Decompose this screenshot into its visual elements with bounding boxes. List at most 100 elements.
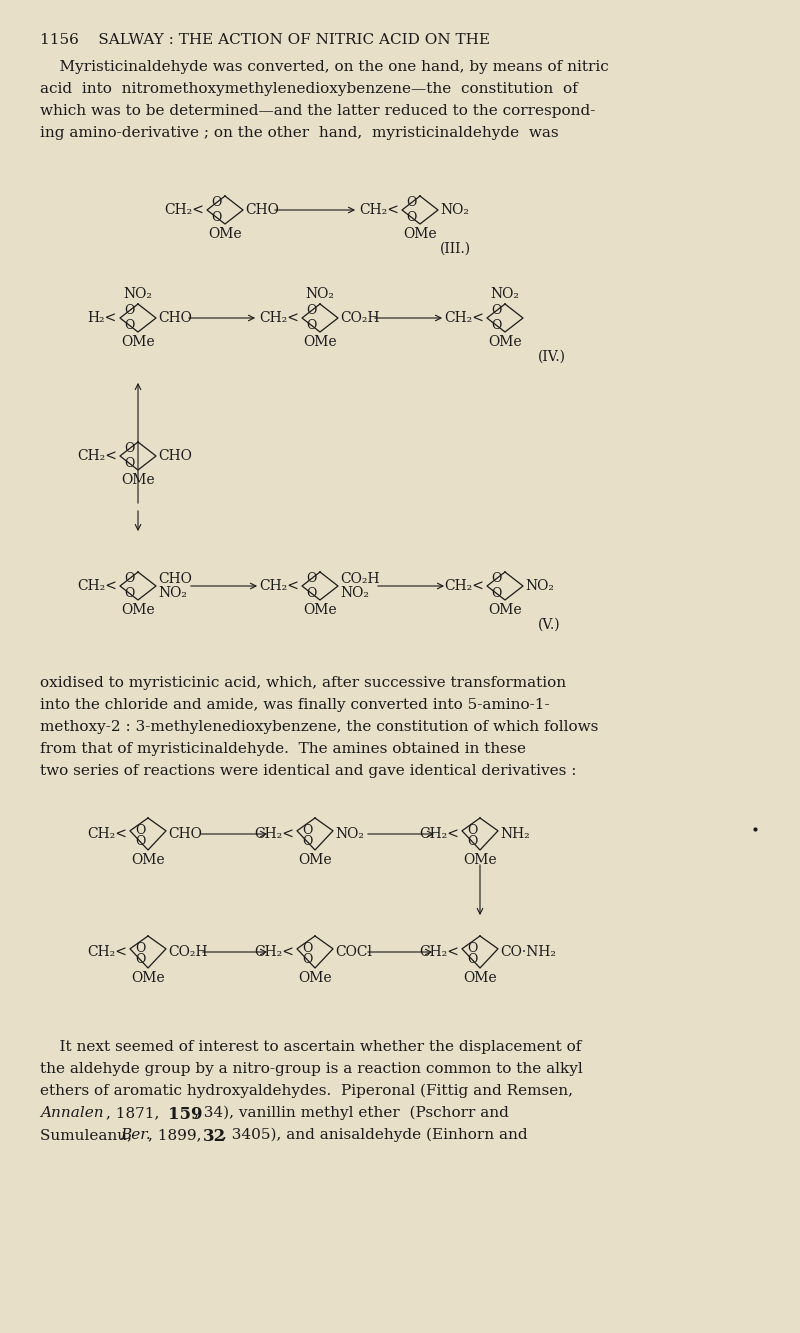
Text: O: O xyxy=(467,953,477,965)
Text: Myristicinaldehyde was converted, on the one hand, by means of nitric: Myristicinaldehyde was converted, on the… xyxy=(40,60,609,75)
Text: CH₂<: CH₂< xyxy=(254,945,294,958)
Text: NO₂: NO₂ xyxy=(158,587,187,600)
Text: , 3405), and anisaldehyde (Einhorn and: , 3405), and anisaldehyde (Einhorn and xyxy=(222,1128,528,1142)
Text: (V.): (V.) xyxy=(538,619,561,632)
Text: the aldehyde group by a nitro-group is a reaction common to the alkyl: the aldehyde group by a nitro-group is a… xyxy=(40,1062,582,1076)
Text: O: O xyxy=(135,953,145,965)
Text: CH₂<: CH₂< xyxy=(87,826,127,841)
Text: Sumuleanu,: Sumuleanu, xyxy=(40,1128,137,1142)
Text: O: O xyxy=(491,587,501,600)
Text: (IV.): (IV.) xyxy=(538,351,566,364)
Text: which was to be determined—and the latter reduced to the correspond-: which was to be determined—and the latte… xyxy=(40,104,595,119)
Text: CHO: CHO xyxy=(158,572,192,587)
Text: CH₂<: CH₂< xyxy=(254,826,294,841)
Text: H₂<: H₂< xyxy=(88,311,117,325)
Text: 32: 32 xyxy=(203,1128,226,1145)
Text: O: O xyxy=(124,572,134,585)
Text: CH₂<: CH₂< xyxy=(259,579,299,593)
Text: from that of myristicinaldehyde.  The amines obtained in these: from that of myristicinaldehyde. The ami… xyxy=(40,742,526,756)
Text: OMe: OMe xyxy=(131,970,165,985)
Text: O: O xyxy=(135,824,145,837)
Text: O: O xyxy=(211,211,221,224)
Text: O: O xyxy=(491,304,501,317)
Text: O: O xyxy=(302,824,312,837)
Text: O: O xyxy=(124,304,134,317)
Text: into the chloride and amide, was finally converted into 5-amino-1-: into the chloride and amide, was finally… xyxy=(40,698,550,712)
Text: CHO: CHO xyxy=(158,311,192,325)
Text: (III.): (III.) xyxy=(440,243,471,256)
Text: O: O xyxy=(302,953,312,965)
Text: ethers of aromatic hydroxyaldehydes.  Piperonal (Fittig and Remsen,: ethers of aromatic hydroxyaldehydes. Pip… xyxy=(40,1084,573,1098)
Text: NO₂: NO₂ xyxy=(123,287,153,301)
Text: O: O xyxy=(124,457,134,471)
Text: O: O xyxy=(306,304,316,317)
Text: , 1871,: , 1871, xyxy=(106,1106,164,1120)
Text: NH₂: NH₂ xyxy=(500,826,530,841)
Text: O: O xyxy=(467,942,477,956)
Text: NO₂: NO₂ xyxy=(490,287,519,301)
Text: O: O xyxy=(406,211,416,224)
Text: NO₂: NO₂ xyxy=(525,579,554,593)
Text: acid  into  nitromethoxymethylenedioxybenzene—the  constitution  of: acid into nitromethoxymethylenedioxybenz… xyxy=(40,83,578,96)
Text: OMe: OMe xyxy=(298,853,332,866)
Text: NO₂: NO₂ xyxy=(335,826,364,841)
Text: OMe: OMe xyxy=(463,853,497,866)
Text: CHO: CHO xyxy=(168,826,202,841)
Text: CH₂<: CH₂< xyxy=(359,203,399,217)
Text: OMe: OMe xyxy=(488,603,522,617)
Text: CO·NH₂: CO·NH₂ xyxy=(500,945,556,958)
Text: , 1899,: , 1899, xyxy=(148,1128,206,1142)
Text: OMe: OMe xyxy=(298,970,332,985)
Text: O: O xyxy=(124,443,134,455)
Text: 1156    SALWAY : THE ACTION OF NITRIC ACID ON THE: 1156 SALWAY : THE ACTION OF NITRIC ACID … xyxy=(40,33,490,47)
Text: O: O xyxy=(467,824,477,837)
Text: O: O xyxy=(135,834,145,848)
Text: O: O xyxy=(124,587,134,600)
Text: CH₂<: CH₂< xyxy=(77,449,117,463)
Text: CO₂H: CO₂H xyxy=(340,311,379,325)
Text: ing amino-derivative ; on the other  hand,  myristicinaldehyde  was: ing amino-derivative ; on the other hand… xyxy=(40,127,558,140)
Text: O: O xyxy=(302,942,312,956)
Text: CH₂<: CH₂< xyxy=(259,311,299,325)
Text: two series of reactions were identical and gave identical derivatives :: two series of reactions were identical a… xyxy=(40,764,577,778)
Text: CH₂<: CH₂< xyxy=(444,311,484,325)
Text: CHO: CHO xyxy=(158,449,192,463)
Text: NO₂: NO₂ xyxy=(440,203,469,217)
Text: OMe: OMe xyxy=(403,227,437,241)
Text: NO₂: NO₂ xyxy=(306,287,334,301)
Text: CH₂<: CH₂< xyxy=(77,579,117,593)
Text: OMe: OMe xyxy=(131,853,165,866)
Text: CHO: CHO xyxy=(245,203,279,217)
Text: O: O xyxy=(491,319,501,332)
Text: CH₂<: CH₂< xyxy=(164,203,204,217)
Text: OMe: OMe xyxy=(303,335,337,349)
Text: 159: 159 xyxy=(168,1106,202,1122)
Text: O: O xyxy=(135,942,145,956)
Text: O: O xyxy=(306,572,316,585)
Text: NO₂: NO₂ xyxy=(340,587,369,600)
Text: O: O xyxy=(467,834,477,848)
Text: OMe: OMe xyxy=(303,603,337,617)
Text: O: O xyxy=(306,587,316,600)
Text: OMe: OMe xyxy=(121,603,155,617)
Text: oxidised to myristicinic acid, which, after successive transformation: oxidised to myristicinic acid, which, af… xyxy=(40,676,566,690)
Text: O: O xyxy=(406,196,416,209)
Text: CH₂<: CH₂< xyxy=(419,945,459,958)
Text: O: O xyxy=(306,319,316,332)
Text: , 34), vanillin methyl ether  (Pschorr and: , 34), vanillin methyl ether (Pschorr an… xyxy=(194,1106,509,1121)
Text: CH₂<: CH₂< xyxy=(444,579,484,593)
Text: It next seemed of interest to ascertain whether the displacement of: It next seemed of interest to ascertain … xyxy=(40,1040,582,1054)
Text: OMe: OMe xyxy=(488,335,522,349)
Text: OMe: OMe xyxy=(208,227,242,241)
Text: OMe: OMe xyxy=(463,970,497,985)
Text: methoxy-2 : 3-methylenedioxybenzene, the constitution of which follows: methoxy-2 : 3-methylenedioxybenzene, the… xyxy=(40,720,598,734)
Text: O: O xyxy=(302,834,312,848)
Text: OMe: OMe xyxy=(121,335,155,349)
Text: CO₂H: CO₂H xyxy=(340,572,379,587)
Text: O: O xyxy=(124,319,134,332)
Text: CH₂<: CH₂< xyxy=(419,826,459,841)
Text: OMe: OMe xyxy=(121,473,155,487)
Text: Ber.: Ber. xyxy=(120,1128,150,1142)
Text: CO₂H: CO₂H xyxy=(168,945,207,958)
Text: O: O xyxy=(211,196,221,209)
